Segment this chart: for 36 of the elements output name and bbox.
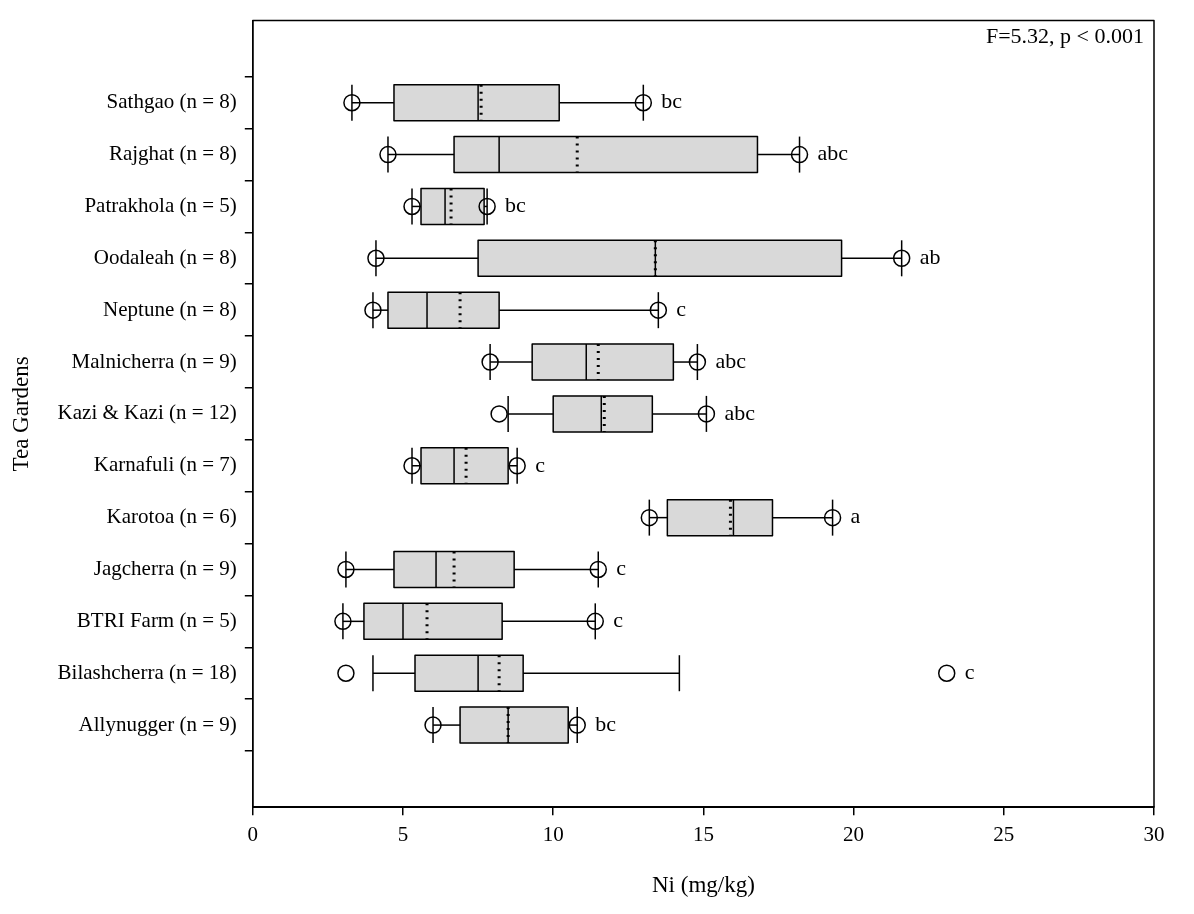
annotation: abc [715, 347, 747, 373]
y-tick-label: Karotoa (n = 6) [106, 504, 237, 529]
annotation: c [676, 295, 687, 321]
annotation: abc [817, 140, 849, 166]
annotation: abc [724, 399, 756, 425]
x-tick-label: 5 [397, 822, 409, 847]
y-tick-label: Neptune (n = 8) [103, 296, 237, 321]
y-tick-label: Oodaleah (n = 8) [93, 244, 237, 269]
x-axis-title: Ni (mg/kg) [651, 872, 755, 898]
annotation: c [616, 555, 627, 581]
x-tick-label: 30 [1143, 822, 1165, 847]
x-tick-label: 20 [843, 822, 865, 847]
annotation: c [964, 659, 975, 684]
y-tick-label: Sathgao (n = 8) [106, 89, 237, 114]
y-tick-label: Jagcherra (n = 9) [93, 556, 237, 581]
annotation: bc [661, 88, 683, 114]
y-tick-label: Allynugger (n = 9) [78, 711, 237, 736]
y-tick-label: Patrakhola (n = 5) [84, 192, 237, 217]
y-axis-title: Tea Gardens [7, 356, 33, 472]
y-tick-label: Rajghat (n = 8) [108, 141, 237, 166]
y-tick-label: Malnicherra (n = 9) [71, 348, 237, 373]
x-tick-label: 0 [247, 822, 259, 847]
annotation: bc [595, 710, 617, 736]
annotation: bc [505, 192, 527, 218]
y-tick-label: Kazi & Kazi (n = 12) [57, 400, 237, 425]
x-tick-label: 15 [692, 822, 714, 847]
y-tick-label: Bilashcherra (n = 18) [57, 659, 237, 684]
annotation: c [613, 607, 624, 633]
x-tick-label: 10 [542, 822, 564, 847]
x-tick-label: 25 [993, 822, 1015, 847]
text: F=5.32, p < 0.001 [985, 23, 1144, 49]
annotation: c [535, 451, 546, 477]
y-tick-label: Karnafuli (n = 7) [93, 452, 237, 477]
y-tick-label: BTRI Farm (n = 5) [76, 607, 237, 632]
annotation: ab [919, 244, 941, 270]
annotation: a [850, 503, 861, 529]
